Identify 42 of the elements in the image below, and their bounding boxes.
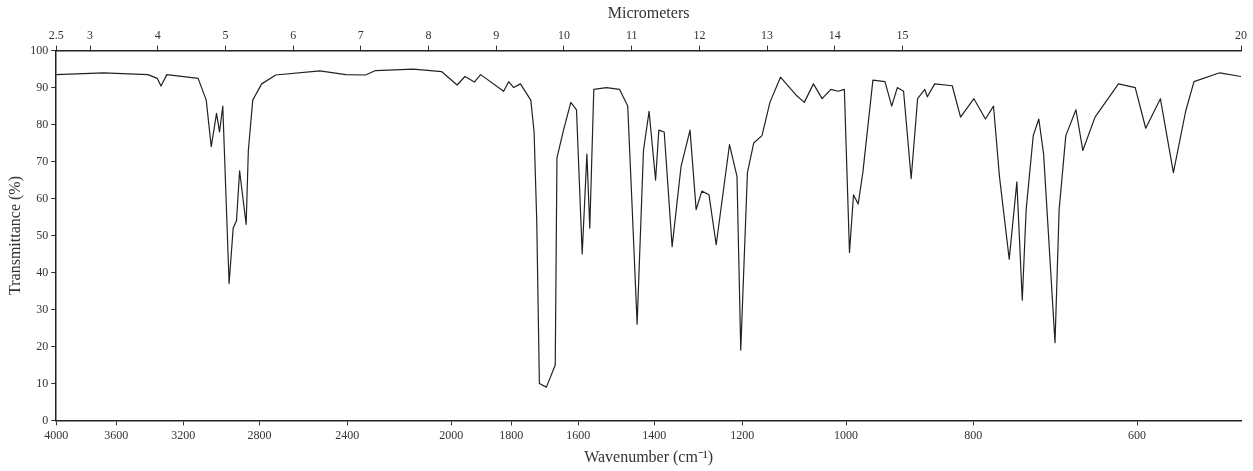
x-tick-label: 2400 <box>335 427 360 442</box>
y-tick-label: 80 <box>36 116 49 131</box>
x2-tick-label: 9 <box>493 27 500 42</box>
y-tick-label: 0 <box>42 412 49 427</box>
x2-tick-label: 14 <box>828 27 841 42</box>
y-tick-label: 60 <box>36 190 49 205</box>
x2-tick-label: 11 <box>625 27 638 42</box>
x-tick-label: 2800 <box>247 427 272 442</box>
x2-tick-label: 5 <box>222 27 229 42</box>
x-tick-label: 1400 <box>642 427 667 442</box>
x-tick-label: 1000 <box>834 427 859 442</box>
x-tick-label: 3200 <box>171 427 196 442</box>
x2-tick-label: 7 <box>357 27 364 42</box>
x2-tick-label: 12 <box>693 27 706 42</box>
x2-tick-label: 6 <box>290 27 297 42</box>
x-tick-label: 800 <box>964 427 983 442</box>
x2-tick-label: 3 <box>87 27 94 42</box>
y-tick-label: 90 <box>36 79 49 94</box>
y-tick-label: 10 <box>36 375 49 390</box>
x-tick-label: 3600 <box>104 427 129 442</box>
y-tick-label: 50 <box>36 227 49 242</box>
x2-tick-label: 15 <box>896 27 909 42</box>
x-tick-label: 2000 <box>439 427 464 442</box>
x2-tick-label: 4 <box>154 27 161 42</box>
x-tick-label: 600 <box>1128 427 1147 442</box>
x2-tick-label: 10 <box>557 27 570 42</box>
x-axis-title: Wavenumber (cm⁻¹) <box>584 447 714 466</box>
y-tick-label: 100 <box>30 42 49 57</box>
x2-axis-title: Micrometers <box>607 3 690 21</box>
x-tick-label: 1200 <box>730 427 755 442</box>
x-tick-label: 4000 <box>44 427 69 442</box>
x2-tick-label: 13 <box>761 27 774 42</box>
y-tick-label: 70 <box>36 153 49 168</box>
x2-tick-label: 8 <box>425 27 432 42</box>
y-tick-label: 20 <box>36 338 49 353</box>
y-axis-title: Transmittance (%) <box>5 176 24 295</box>
x-tick-label: 1600 <box>566 427 591 442</box>
y-tick-label: 30 <box>36 301 49 316</box>
x-tick-label: 1800 <box>499 427 524 442</box>
y-tick-label: 40 <box>36 264 49 279</box>
x2-tick-label: 2.5 <box>48 27 64 42</box>
x2-tick-label: 20 <box>1235 27 1247 42</box>
